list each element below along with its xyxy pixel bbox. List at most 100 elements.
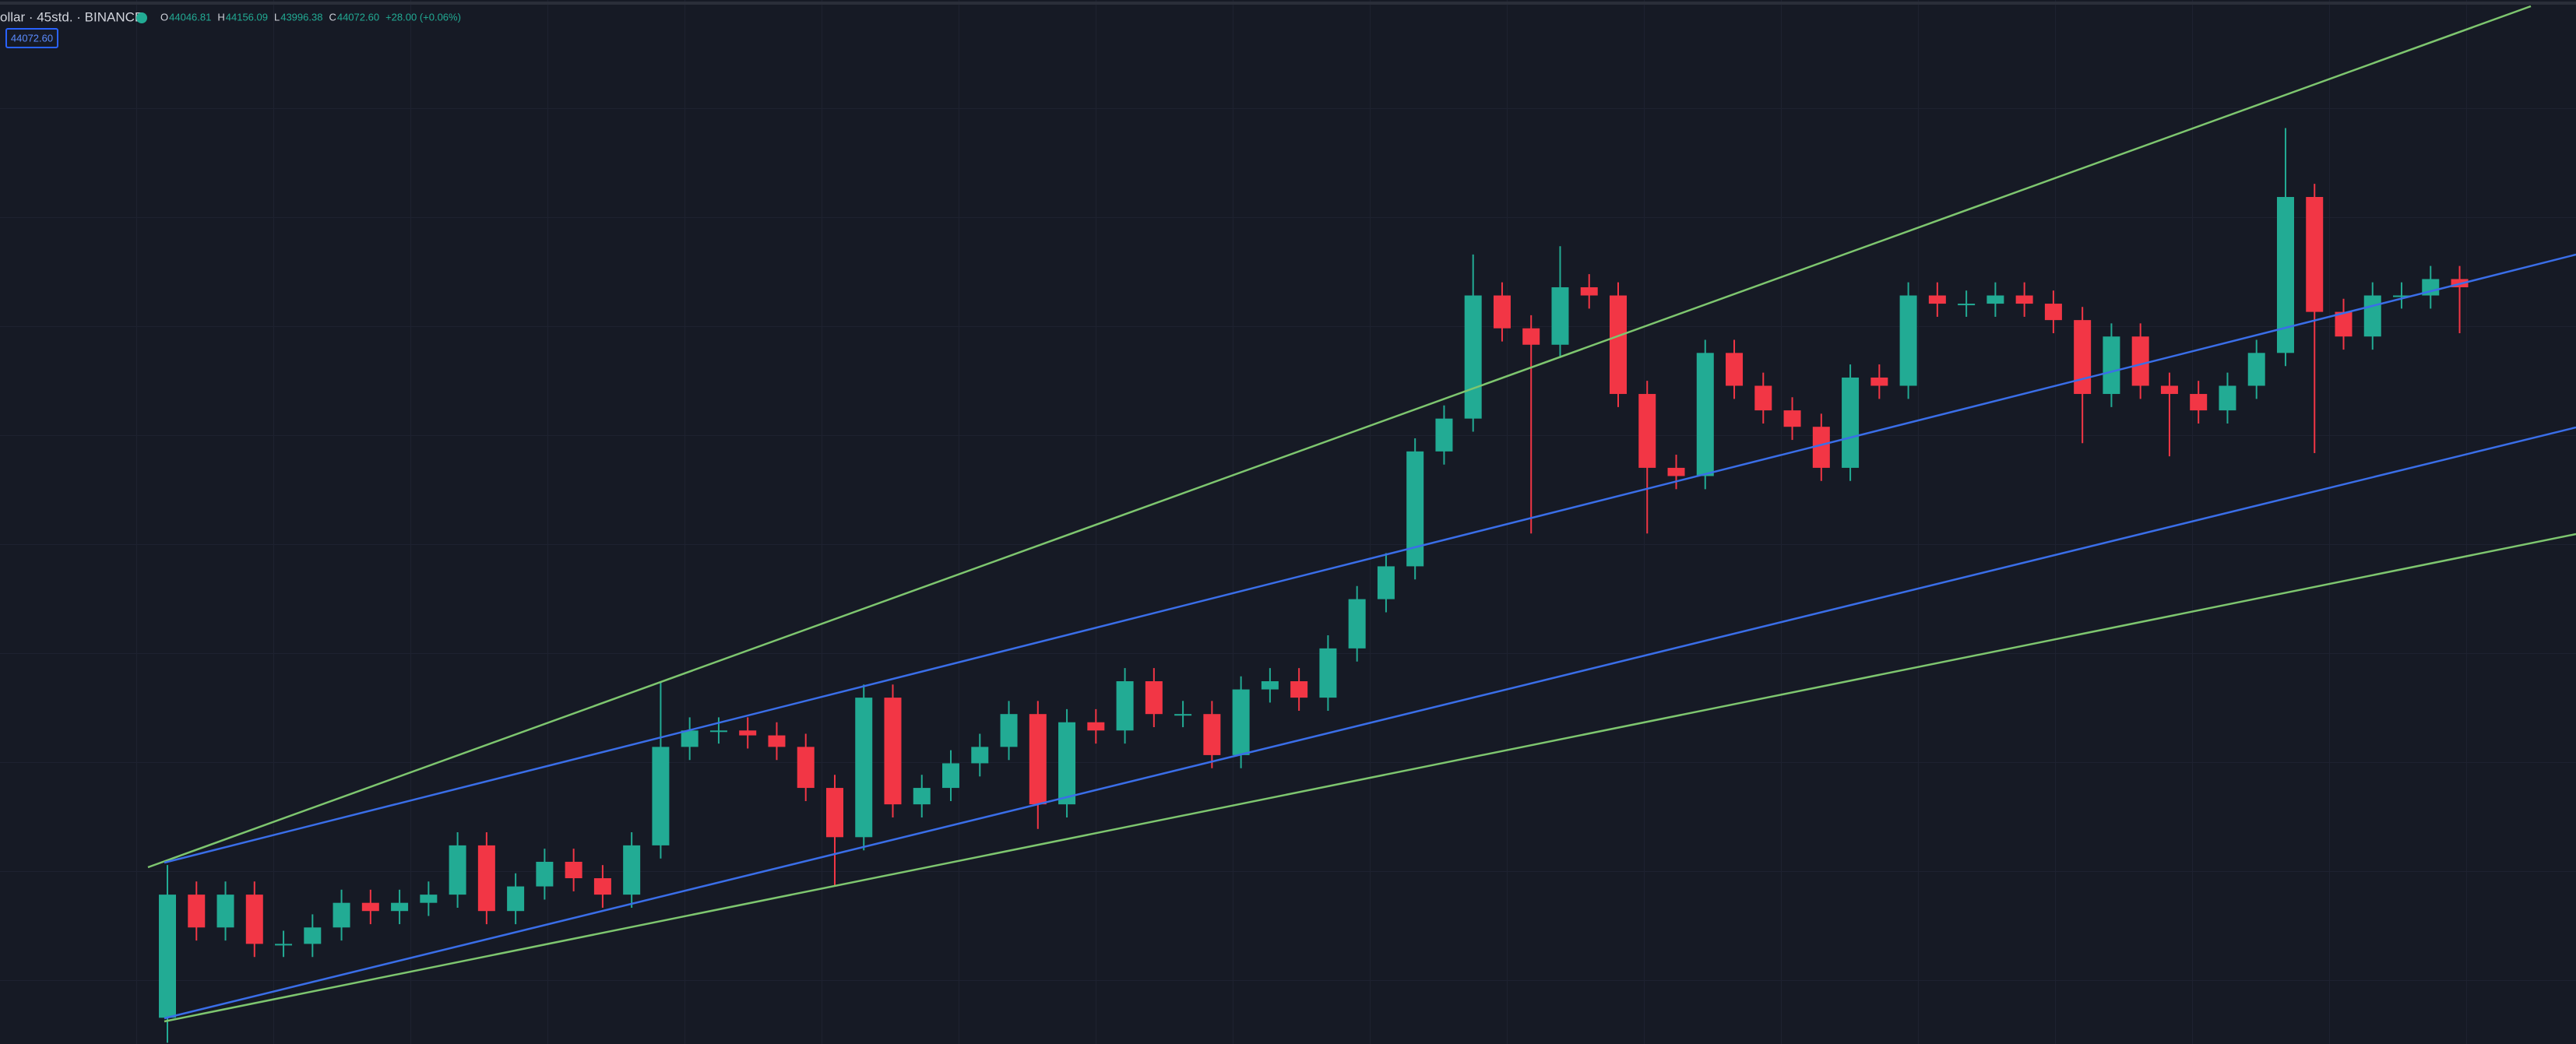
candle-body (1464, 295, 1482, 419)
candle-body (2393, 295, 2411, 297)
candle-body (709, 730, 727, 733)
candle-body (971, 747, 989, 764)
candle-body (1783, 410, 1801, 427)
candle-body (652, 747, 670, 845)
candle-body (2015, 295, 2033, 304)
candle-body (1000, 714, 1018, 747)
legend-key: L (274, 11, 280, 23)
candle-body (391, 902, 409, 912)
legend-change: +28.00 (+0.06%) (385, 11, 461, 23)
candle-body (2247, 353, 2265, 386)
candle-body (1493, 295, 1511, 329)
candle-body (1610, 295, 1627, 395)
legend-key: H (217, 11, 224, 23)
status-dot (136, 12, 147, 23)
candle-body (1377, 566, 1395, 599)
trendline-mid-upper (164, 253, 2576, 864)
candle-body (739, 730, 757, 736)
candle-body (1958, 304, 1976, 306)
candle-body (1551, 286, 1569, 345)
candle-body (913, 788, 931, 805)
candle-body (2074, 320, 2092, 395)
candle-body (333, 902, 350, 928)
candle-body (565, 861, 582, 879)
candles (159, 128, 2469, 1043)
candle-body (1058, 722, 1076, 805)
candle-body (2276, 197, 2294, 353)
candle-body (1029, 714, 1047, 805)
candle-body (1726, 353, 1744, 386)
candle-body (1348, 599, 1366, 649)
candle-body (1203, 714, 1221, 755)
candle-body (1319, 648, 1337, 698)
candle-body (1145, 681, 1163, 715)
candle-body (420, 895, 438, 903)
candle-body (1696, 353, 1714, 476)
candle-body (1812, 427, 1830, 468)
candle-body (797, 747, 815, 789)
candle-body (1290, 681, 1308, 698)
candle-body (1580, 286, 1598, 296)
trendline-upper (147, 5, 2532, 869)
candle-body (188, 895, 206, 928)
candle-body (768, 735, 786, 747)
candle-body (2131, 336, 2149, 386)
candle-body (477, 845, 495, 912)
candle-body (1087, 722, 1105, 731)
candle-body (2044, 304, 2062, 321)
candle-body (1638, 394, 1656, 468)
candle-body (2190, 394, 2208, 411)
candle-body (2306, 197, 2324, 312)
candle-body (1406, 451, 1424, 567)
price-tag-box (5, 28, 58, 48)
candle-body (1116, 681, 1134, 731)
candle-body (1870, 377, 1888, 386)
candle-body (1667, 467, 1685, 476)
candle-body (1232, 689, 1250, 755)
candle-body (1928, 295, 1946, 304)
candle-body (681, 730, 699, 747)
price-tag: 44072.60 (11, 32, 53, 44)
legend-key: C (329, 11, 336, 23)
candle-body (1522, 328, 1540, 345)
candle-body (536, 861, 554, 887)
candle-body (942, 763, 960, 789)
candle-body (449, 845, 466, 895)
symbol-title: ollar · 45std. · BINANCE (0, 9, 143, 24)
candle-body (304, 927, 322, 944)
candle-body (855, 698, 873, 838)
candle-body (623, 845, 641, 895)
candle-body (275, 944, 293, 946)
candle-body (825, 788, 843, 838)
candle-body (2335, 311, 2353, 337)
candle-body (1174, 714, 1192, 716)
candle-body (2219, 385, 2236, 411)
candle-body (2160, 385, 2178, 395)
trendline-mid-lower (164, 426, 2576, 1020)
candle-body (1261, 681, 1279, 690)
candle-body (216, 895, 234, 928)
legend-key: O (160, 11, 168, 23)
legend-value: 44072.60 (337, 11, 379, 23)
candle-body (1754, 385, 1772, 411)
candle-body (1435, 418, 1453, 452)
candle-body (2363, 295, 2381, 337)
legend-value: 44046.81 (169, 11, 211, 23)
candle-body (361, 902, 379, 912)
candle-body (2103, 336, 2120, 395)
candle-body (593, 878, 611, 895)
candle-body (1842, 377, 1860, 468)
candle-body (1987, 295, 2004, 304)
candle-body (884, 698, 902, 805)
candle-body (245, 895, 263, 944)
ohlc-legend: O 44046.81 H 44156.09 L 43996.38 C 44072.60 +28.… (160, 11, 461, 23)
legend-value: 44156.09 (226, 11, 268, 23)
candle-body (507, 886, 525, 912)
legend-value: 43996.38 (280, 11, 322, 23)
trendline-lower (164, 533, 2576, 1023)
candle-body (159, 895, 176, 1018)
candle-body (1899, 295, 1917, 386)
